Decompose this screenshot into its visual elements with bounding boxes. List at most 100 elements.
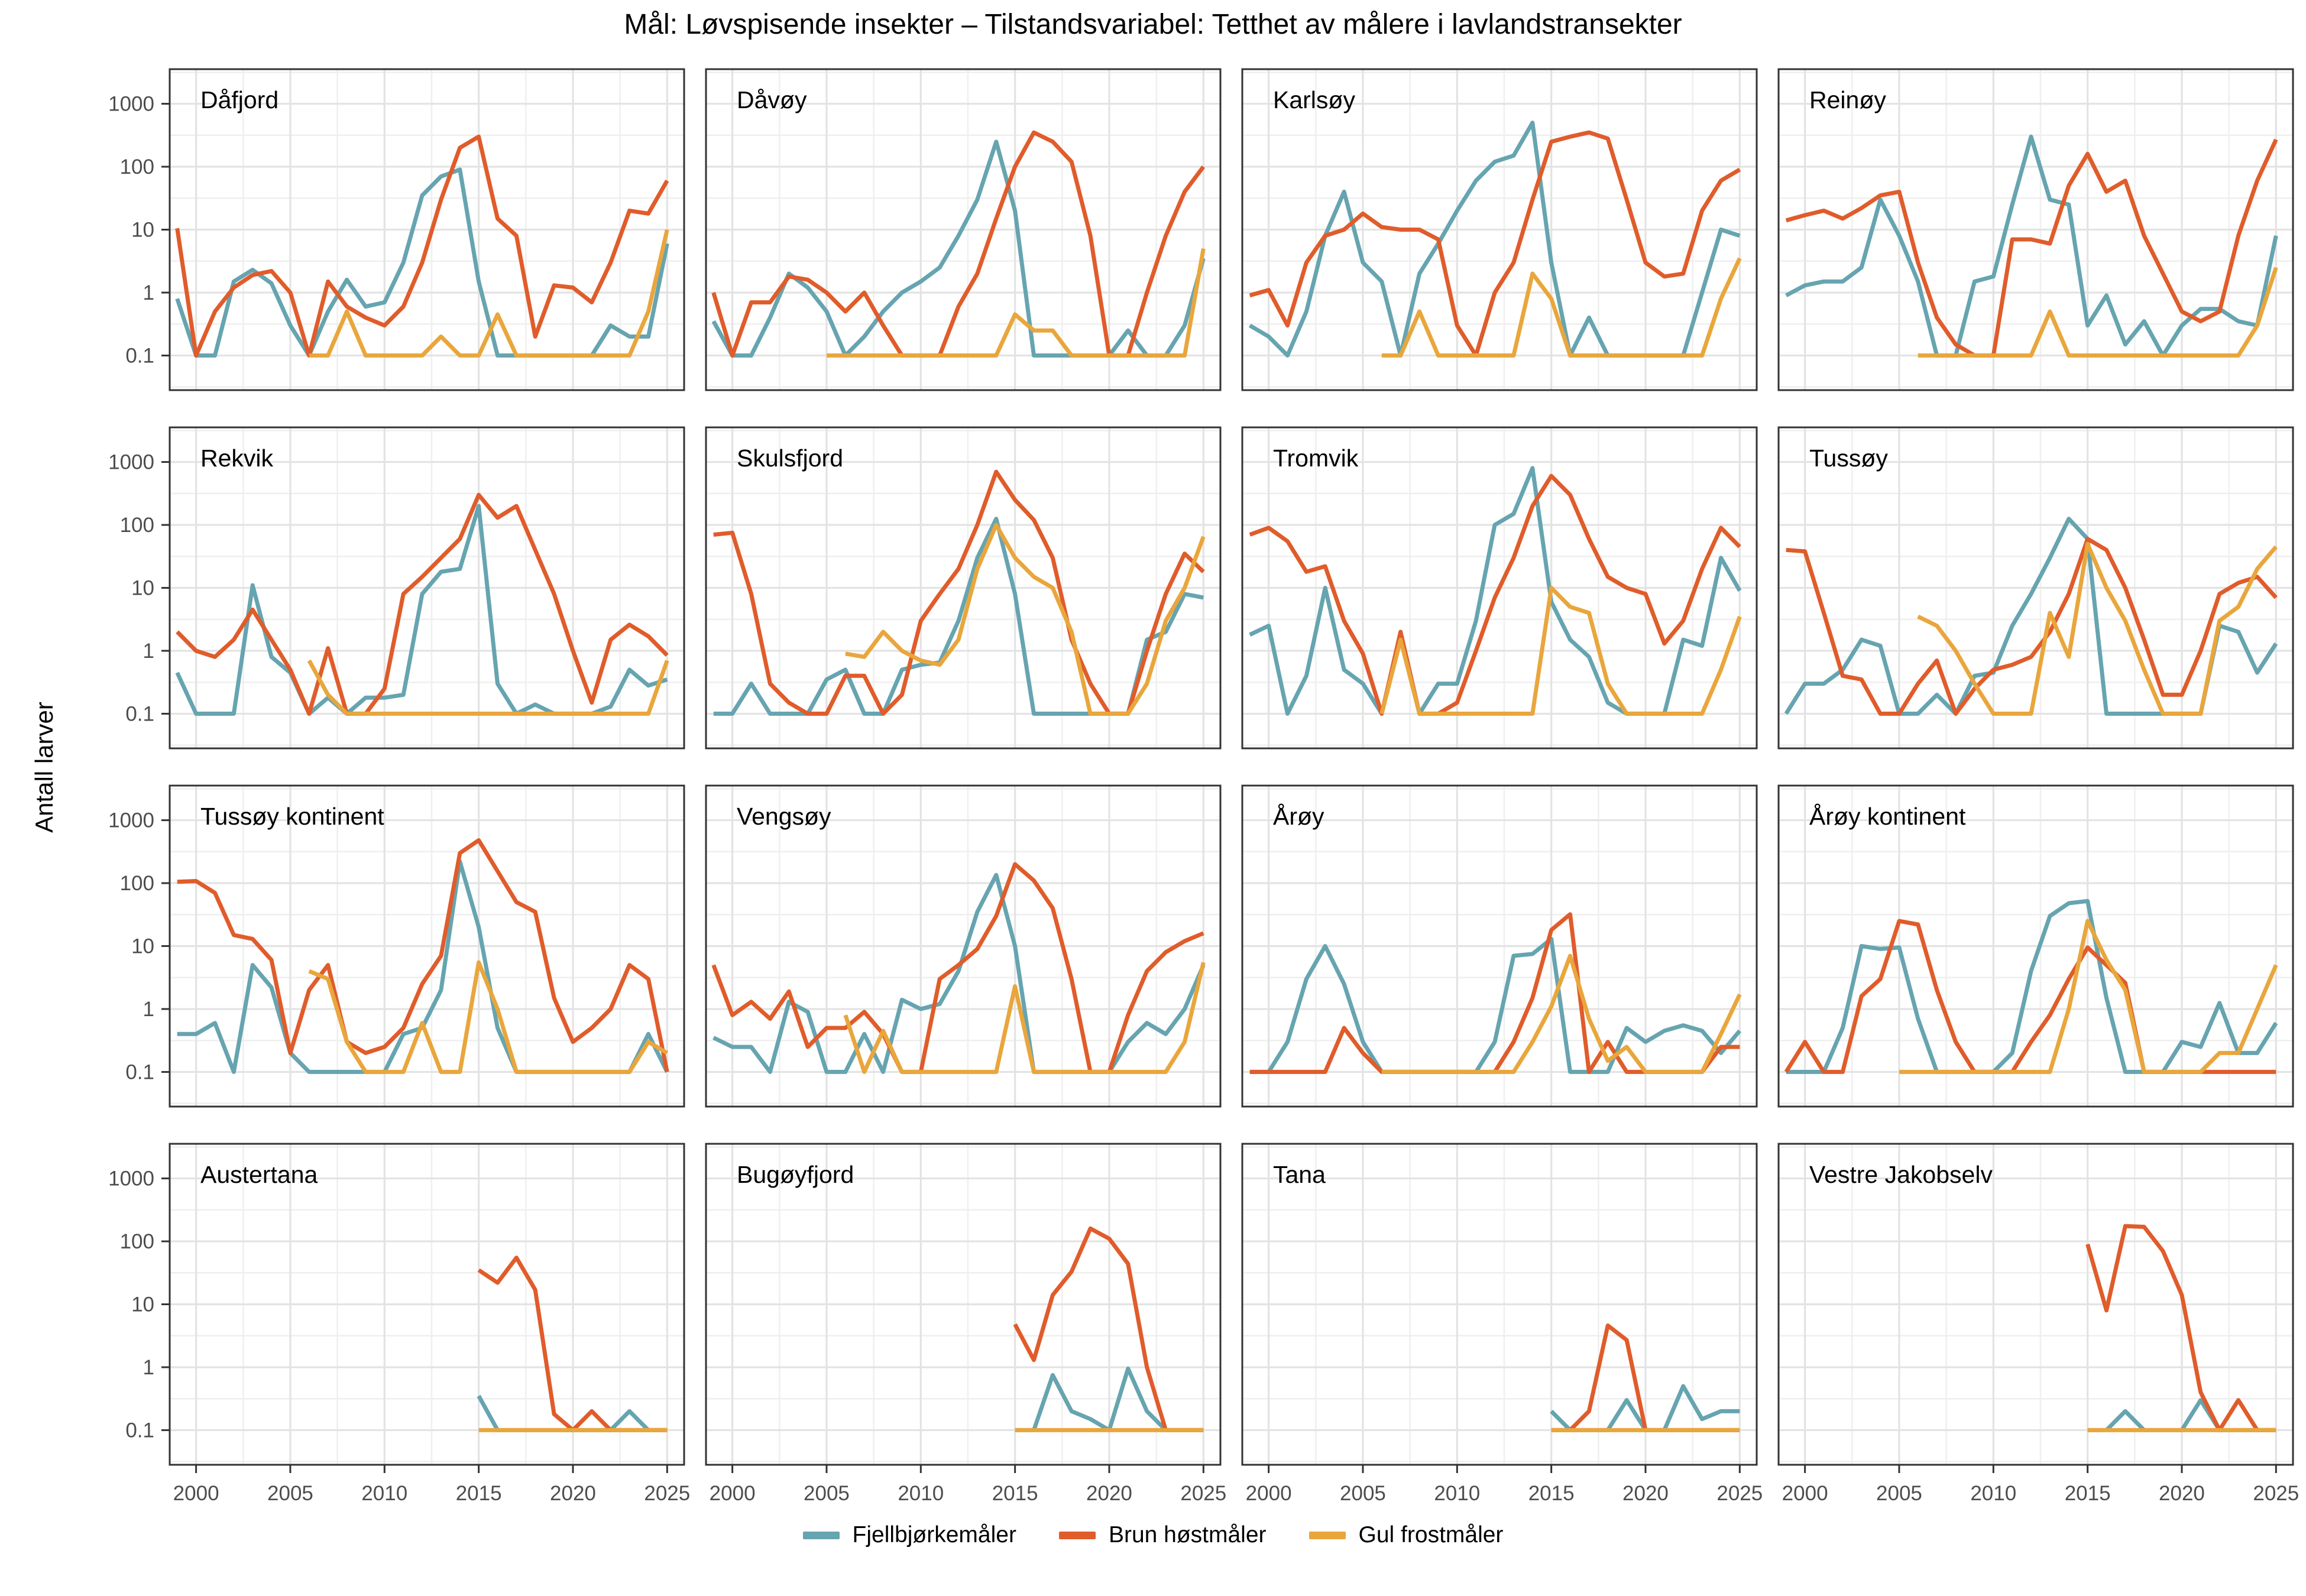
facet-label: Bugøyfjord [737,1161,854,1188]
x-tick-label: 2015 [456,1482,502,1505]
y-tick-label: 0.1 [125,702,154,725]
x-tick-label: 2025 [1180,1482,1226,1505]
series-line-gul_frostmaler [1899,919,2278,1074]
legend-label: Brun høstmåler [1108,1522,1267,1548]
facet-label: Skulsfjord [737,445,843,472]
series-line-brun_hostmaler [1786,537,2278,716]
x-tick-label: 2025 [644,1482,690,1505]
series-line-gul_frostmaler [845,523,1206,716]
y-tick-label: 1000 [108,809,154,832]
facet-panel: Tana 2000 2005 2010 2015 2020 2025 [1241,1143,1763,1505]
y-tick-label: 10 [131,935,154,958]
y-tick-label: 100 [120,514,154,537]
x-tick-label: 2020 [1086,1482,1132,1505]
facet-panel: Dåfjord 0.1 1 10 100 1000 [108,68,685,391]
series-line-brun_hostmaler [176,492,669,716]
series-line-gul_frostmaler [1918,267,2278,358]
facet-panel: Karlsøy [1241,68,1758,391]
y-tick-label: 1 [143,1356,154,1379]
legend: Fjellbjørkemåler Brun høstmåler Gul fros… [0,1522,2306,1548]
series-line-gul_frostmaler [1379,586,1742,716]
x-tick-label: 2010 [898,1482,944,1505]
facet-panel: Bugøyfjord 2000 2005 2010 2015 2020 2025 [705,1143,1226,1505]
series-line-gul_frostmaler [309,229,669,358]
panel-border [1241,784,1758,1108]
y-tick-label: 0.1 [125,1419,154,1442]
y-tick-label: 10 [131,219,154,242]
y-tick-label: 0.1 [125,344,154,367]
x-tick-label: 2000 [1246,1482,1292,1505]
facet-panel: Vestre Jakobselv 2000 2005 2010 2015 2020 2025 [1777,1143,2299,1505]
panel-border [1241,1143,1758,1466]
facet-panel: Rekvik 0.1 1 10 100 1000 [108,426,685,750]
facet-label: Dåvøy [737,86,807,113]
facet-panel: Austertana 0.1 1 10 100 1000 2000 2005 2010 2015 2… [108,1143,690,1505]
x-tick-label: 2025 [1716,1482,1763,1505]
y-tick-label: 1000 [108,1167,154,1190]
y-tick-label: 0.1 [125,1060,154,1084]
facet-label: Årøy kontinent [1809,803,1966,830]
panel-border [705,1143,1222,1466]
series-line-gul_frostmaler [1917,541,2278,716]
facet-label: Rekvik [200,445,274,472]
x-tick-label: 2005 [1876,1482,1922,1505]
series-line-brun_hostmaler [1785,138,2278,358]
x-tick-label: 2015 [992,1482,1038,1505]
panel-border [1777,784,2294,1108]
panel-border [1777,1143,2294,1466]
facet-label: Tussøy [1809,445,1888,472]
legend-swatch-gul-frostmaler [1309,1531,1346,1539]
facet-panel: Reinøy [1777,68,2294,391]
facet-label: Karlsøy [1273,86,1355,113]
y-tick-label: 100 [120,1230,154,1253]
series-line-brun_hostmaler [1249,130,1741,358]
legend-item-fjellbjorkemaler: Fjellbjørkemåler [802,1522,1016,1548]
series-line-fjellbjorkemaler [1786,898,2278,1074]
facet-label: Vengsøy [737,803,831,830]
panel-border [705,426,1222,750]
panel-border [705,68,1222,391]
series-line-gul_frostmaler [308,960,669,1074]
x-tick-label: 2000 [1782,1482,1828,1505]
series-line-brun_hostmaler [2085,1224,2276,1432]
series-line-fjellbjorkemaler [1785,134,2278,358]
series-line-brun_hostmaler [1249,473,1741,716]
facet-panel: Årøy kontinent [1777,784,2294,1108]
series-line-brun_hostmaler [711,862,1204,1074]
facet-panel: Vengsøy [705,784,1222,1108]
facet-panel: Skulsfjord [705,426,1222,750]
x-tick-label: 2000 [173,1482,219,1505]
panel-border [1241,68,1758,391]
facet-label: Reinøy [1809,86,1886,113]
facet-label: Austertana [200,1161,318,1188]
panel-border [1241,426,1758,750]
facet-panel: Tussøy kontinent 0.1 1 10 100 1000 [108,784,685,1108]
x-tick-label: 2015 [1528,1482,1575,1505]
x-tick-label: 2015 [2065,1482,2111,1505]
x-tick-label: 2010 [1970,1482,2016,1505]
legend-label: Gul frostmåler [1358,1522,1504,1548]
series-line-gul_frostmaler [843,962,1206,1074]
x-tick-label: 2000 [710,1482,756,1505]
facet-label: Tussøy kontinent [200,803,384,830]
legend-swatch-brun-hostmaler [1058,1531,1096,1539]
facet-label: Årøy [1273,803,1324,830]
legend-label: Fjellbjørkemåler [852,1522,1016,1548]
y-tick-label: 1000 [108,93,154,116]
series-line-gul_frostmaler [307,659,669,716]
x-tick-label: 2005 [1340,1482,1386,1505]
panel-border [1777,426,2294,750]
facet-label: Tana [1273,1161,1326,1188]
facet-panel: Tussøy [1777,426,2294,750]
panel-border [1777,68,2294,391]
panel-border [705,784,1222,1108]
y-tick-label: 1000 [108,451,154,474]
legend-swatch-fjellbjorkemaler [802,1531,840,1539]
series-line-brun_hostmaler [177,838,669,1073]
series-line-brun_hostmaler [175,134,669,358]
y-tick-label: 100 [120,872,154,895]
facet-panel: Dåvøy [705,68,1222,391]
